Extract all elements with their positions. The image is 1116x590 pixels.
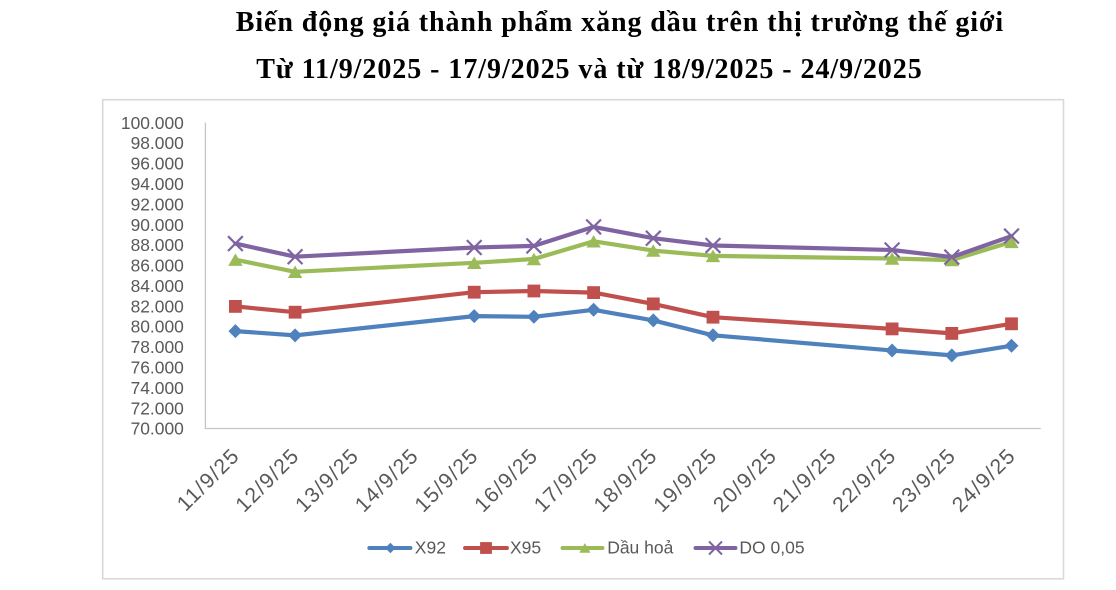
svg-text:72.000: 72.000 [131,398,184,418]
svg-text:21/9/25: 21/9/25 [769,444,842,517]
svg-text:19/9/25: 19/9/25 [649,444,722,517]
svg-text:17/9/25: 17/9/25 [530,444,603,517]
svg-text:20/9/25: 20/9/25 [709,444,782,517]
svg-text:100.000: 100.000 [121,113,184,133]
svg-text:94.000: 94.000 [131,174,184,194]
svg-text:86.000: 86.000 [131,256,184,276]
svg-text:14/9/25: 14/9/25 [351,444,424,517]
svg-text:15/9/25: 15/9/25 [411,444,484,517]
svg-text:92.000: 92.000 [131,194,184,214]
svg-text:18/9/25: 18/9/25 [590,444,663,517]
svg-text:24/9/25: 24/9/25 [948,444,1021,517]
svg-text:76.000: 76.000 [131,358,184,378]
svg-text:Dầu hoả: Dầu hoả [607,537,673,557]
svg-text:16/9/25: 16/9/25 [470,444,543,517]
svg-text:98.000: 98.000 [131,133,184,153]
svg-text:X95: X95 [510,537,541,557]
svg-text:22/9/25: 22/9/25 [828,444,901,517]
svg-text:82.000: 82.000 [131,296,184,316]
svg-text:74.000: 74.000 [131,378,184,398]
svg-text:90.000: 90.000 [131,215,184,235]
svg-text:11/9/25: 11/9/25 [173,444,245,516]
svg-text:70.000: 70.000 [131,419,184,439]
svg-text:84.000: 84.000 [131,276,184,296]
svg-text:96.000: 96.000 [131,154,184,174]
svg-text:80.000: 80.000 [131,317,184,337]
svg-text:88.000: 88.000 [131,235,184,255]
svg-text:X92: X92 [415,537,446,557]
svg-text:23/9/25: 23/9/25 [888,444,961,517]
svg-text:12/9/25: 12/9/25 [231,444,304,517]
svg-text:DO 0,05: DO 0,05 [739,537,804,557]
svg-text:78.000: 78.000 [131,337,184,357]
svg-text:13/9/25: 13/9/25 [291,444,364,517]
